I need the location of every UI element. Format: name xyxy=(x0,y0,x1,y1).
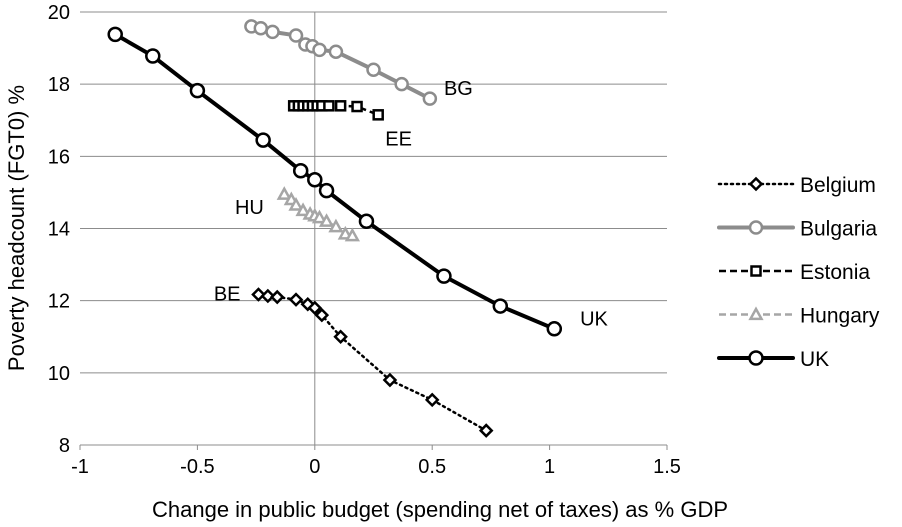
legend-label-belgium: Belgium xyxy=(800,174,876,197)
data-point-belgium xyxy=(478,423,494,438)
data-point-bulgaria xyxy=(366,62,381,77)
x-tick-label: 0.5 xyxy=(418,456,446,478)
data-point-uk xyxy=(546,321,563,337)
x-tick-label: 1.5 xyxy=(653,456,681,478)
data-point-bulgaria xyxy=(265,24,280,40)
legend-label-bulgaria: Bulgaria xyxy=(800,218,877,241)
data-point-hungary xyxy=(295,202,311,217)
series-label-uk: UK xyxy=(580,309,608,331)
x-tick-label: 1 xyxy=(544,456,555,478)
axes: 8 10 12 14 16 18 20 -1 -0.5 0 0.5 1 1.5 xyxy=(48,2,681,478)
legend-marker-uk xyxy=(748,350,764,366)
data-point-uk xyxy=(145,48,161,64)
data-point-uk xyxy=(255,132,271,148)
x-tick-label: -1 xyxy=(71,456,89,478)
series-line-belgium xyxy=(257,293,488,432)
series-belgium xyxy=(251,287,494,438)
x-axis-label: Change in public budget (spending net of… xyxy=(152,497,728,522)
data-point-hungary xyxy=(276,186,292,200)
series-label-belgium: BE xyxy=(214,283,241,305)
data-point-estonia xyxy=(334,100,347,112)
series-bulgaria xyxy=(244,19,438,106)
data-point-uk xyxy=(318,182,335,199)
data-point-hungary xyxy=(328,218,344,233)
legend-item-estonia: Estonia xyxy=(719,261,870,284)
data-point-belgium xyxy=(333,329,348,345)
series-uk xyxy=(107,26,563,337)
legend-marker-bulgaria xyxy=(748,220,764,235)
gridlines xyxy=(80,11,667,446)
legend-label-uk: UK xyxy=(800,348,829,371)
data-point-bulgaria xyxy=(312,42,327,58)
legend-marker-belgium xyxy=(748,176,764,192)
data-point-hungary xyxy=(318,213,335,227)
y-tick-label: 8 xyxy=(59,435,70,457)
data-point-belgium xyxy=(307,300,323,316)
legend-item-uk: UK xyxy=(717,348,829,371)
data-point-hungary xyxy=(288,196,304,211)
legend-item-belgium: Belgium xyxy=(717,174,876,197)
data-point-bulgaria xyxy=(394,76,409,92)
data-point-belgium xyxy=(424,392,440,408)
data-point-belgium xyxy=(314,307,330,323)
data-point-estonia xyxy=(323,100,335,112)
data-point-uk xyxy=(358,213,375,230)
data-point-belgium xyxy=(269,289,285,305)
data-point-bulgaria xyxy=(253,20,269,36)
y-tick-label: 16 xyxy=(48,146,70,168)
series-line-uk xyxy=(113,32,557,331)
data-point-uk xyxy=(107,26,123,43)
legend-label-estonia: Estonia xyxy=(800,261,870,284)
legend-marker-hungary xyxy=(748,306,764,321)
data-point-estonia xyxy=(351,100,363,113)
data-point-hungary xyxy=(311,209,328,224)
data-point-belgium xyxy=(251,287,266,302)
data-point-uk xyxy=(492,298,509,314)
legend-item-bulgaria: Bulgaria xyxy=(717,218,877,241)
data-point-bulgaria xyxy=(288,28,304,43)
series-label-bulgaria: BG xyxy=(444,78,473,100)
y-axis-label: Poverty headcount (FGT0) % xyxy=(4,85,29,371)
y-tick-label: 20 xyxy=(48,2,70,24)
data-point-bulgaria xyxy=(422,91,438,106)
legend-marker-estonia xyxy=(750,265,762,277)
data-point-belgium xyxy=(260,288,276,304)
data-point-belgium xyxy=(382,372,398,388)
y-tick-label: 18 xyxy=(48,74,70,96)
series-layer xyxy=(107,19,563,438)
data-point-hungary xyxy=(344,227,360,242)
x-tick-label: -0.5 xyxy=(180,456,214,478)
series-labels: BE BG EE HU UK xyxy=(214,78,609,331)
data-point-uk xyxy=(292,163,309,179)
series-hungary xyxy=(276,186,360,242)
data-point-uk xyxy=(436,268,452,284)
legend-item-hungary: Hungary xyxy=(719,305,880,328)
data-point-uk xyxy=(189,82,206,99)
y-tick-label: 10 xyxy=(48,363,70,385)
data-point-bulgaria xyxy=(328,44,344,59)
data-point-belgium xyxy=(288,292,304,307)
data-point-uk xyxy=(307,172,323,188)
x-tick-label: 0 xyxy=(309,456,320,478)
series-estonia xyxy=(287,100,384,121)
series-label-hungary: HU xyxy=(235,197,264,219)
data-point-estonia xyxy=(372,109,384,121)
y-tick-label: 14 xyxy=(48,219,70,241)
y-tick-label: 12 xyxy=(48,291,70,313)
legend-label-hungary: Hungary xyxy=(800,305,880,328)
series-label-estonia: EE xyxy=(385,128,412,150)
legend: Belgium Bulgaria Estonia Hungary UK xyxy=(717,174,880,371)
